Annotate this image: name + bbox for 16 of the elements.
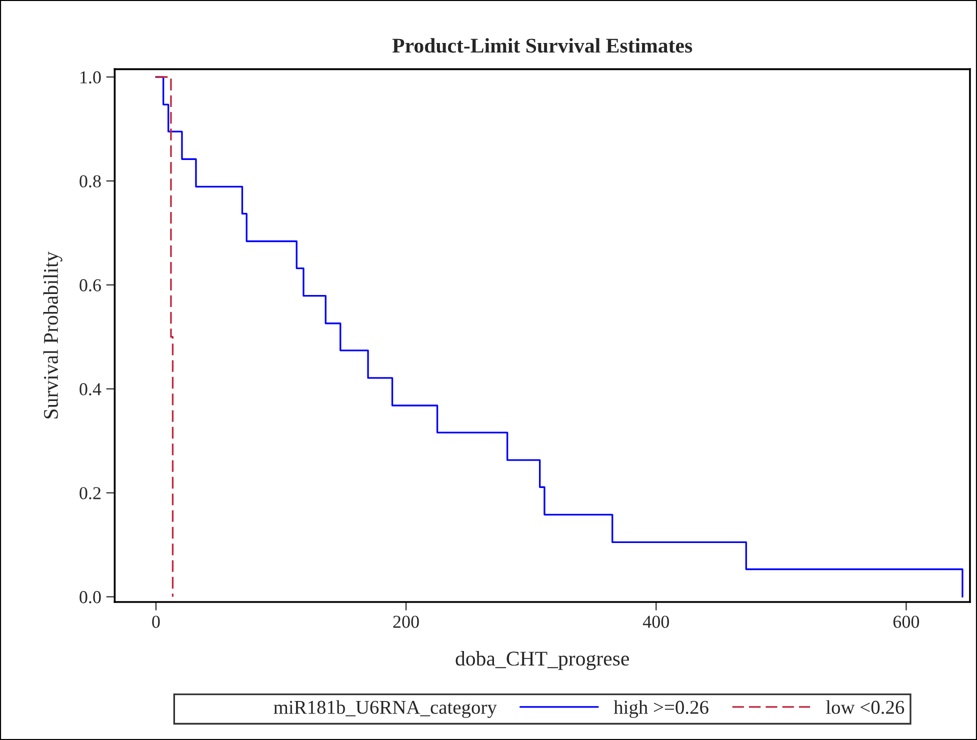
y-axis-title: Survival Probability: [43, 251, 62, 418]
x-tick-label: 400: [642, 616, 669, 628]
y-tick-label: 0.0: [80, 591, 101, 604]
y-tick-label: 1.0: [80, 71, 101, 84]
chart-title: Product-Limit Survival Estimates: [392, 38, 692, 53]
y-tick-label: 0.2: [80, 487, 101, 500]
legend-label: high >=0.26: [614, 700, 708, 718]
x-tick-label: 600: [893, 616, 920, 628]
x-tick-label: 200: [393, 616, 419, 628]
x-tick-label: 0: [152, 616, 160, 628]
y-tick-label: 0.6: [80, 279, 101, 292]
x-axis-title: doba_CHT_progrese: [456, 651, 629, 670]
y-tick-label: 0.8: [80, 175, 101, 188]
legend-label: low <0.26: [826, 700, 904, 714]
y-tick-label: 0.4: [80, 383, 102, 396]
legend-title: miR181b_U6RNA_category: [274, 700, 497, 718]
